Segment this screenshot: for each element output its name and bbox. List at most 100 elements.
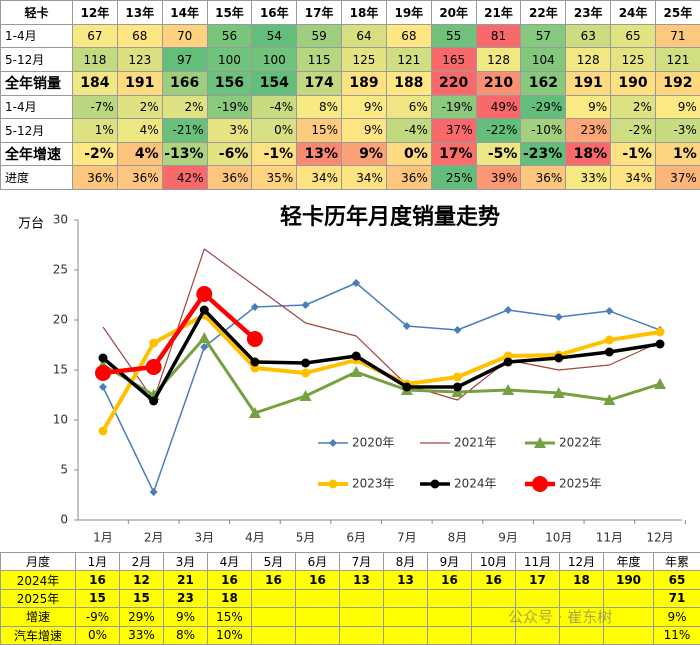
cell: 190 (610, 70, 656, 96)
cell: -3% (654, 118, 700, 143)
header-cell: 2月 (119, 551, 164, 572)
x-tick-label: 1月 (93, 531, 113, 545)
row-label: 进度 (0, 165, 73, 190)
cell (383, 625, 428, 645)
header-row: 轻卡 12年 13年 14年 15年 16年 17年 18年 19年 20年 21年 22年 23年 24… (0, 0, 700, 25)
point (301, 368, 311, 378)
cell: 9% (341, 94, 387, 120)
cell (427, 607, 472, 627)
point (605, 307, 614, 315)
legend-marker (534, 437, 546, 448)
cell: 174 (296, 70, 343, 96)
cell: 128 (565, 47, 612, 72)
cell: 64 (341, 23, 387, 49)
cell (603, 588, 654, 609)
legend-label: 2025年 (559, 477, 602, 491)
point (655, 339, 665, 349)
point (453, 326, 462, 334)
header-cell: 21年 (475, 0, 522, 25)
cell (515, 625, 560, 645)
row: 汽车增速 0% 33% 8% 10% 11% (0, 625, 700, 645)
point (199, 305, 209, 315)
cell: 23% (565, 118, 612, 143)
y-tick-label: 30 (53, 213, 68, 227)
cell (515, 607, 560, 627)
cell: 34% (296, 165, 343, 190)
point (502, 384, 515, 395)
y-tick-label: 20 (53, 313, 68, 327)
point (402, 382, 412, 392)
cell: 16 (207, 570, 252, 590)
cell: 165 (430, 47, 477, 72)
row: 进度 36% 36% 42% 36% 35% 34% 34% 36% 25% 39% 36% 33% 34… (0, 165, 700, 190)
annual-table: 轻卡 12年 13年 14年 15年 16年 17年 18年 19年 20年 21年 22年 23年 24… (0, 0, 700, 190)
cell: 57 (520, 23, 567, 49)
cell (251, 625, 296, 645)
cell: 39% (475, 165, 522, 190)
cell: -1% (251, 141, 298, 167)
cell: 68 (116, 23, 163, 49)
cell (251, 588, 296, 609)
header-cell: 18年 (341, 0, 387, 25)
cell: 34% (341, 165, 387, 190)
header-cell: 19年 (385, 0, 432, 25)
point (248, 407, 261, 418)
cell: 156 (206, 70, 253, 96)
cell: 36% (72, 165, 118, 190)
header-cell: 年度 (603, 551, 654, 572)
row-label: 增速 (0, 607, 76, 627)
row-label: 1-4月 (0, 23, 73, 49)
cell: 33% (119, 625, 164, 645)
cell: 0% (251, 118, 298, 143)
cell: 9% (654, 94, 700, 120)
row: 2025年 15 15 23 18 71 (0, 588, 700, 609)
cell: 71 (654, 23, 700, 49)
legend-marker (329, 439, 337, 447)
header-cell: 22年 (520, 0, 567, 25)
cell: 189 (341, 70, 387, 96)
cell: 4% (116, 118, 163, 143)
cell: 18% (565, 141, 612, 167)
cell: 15 (75, 588, 120, 609)
point (200, 343, 209, 351)
cell: 115 (296, 47, 343, 72)
cell: 36% (385, 165, 432, 190)
cell: 9% (653, 607, 700, 627)
header-cell: 月度 (0, 551, 76, 572)
cell: 184 (72, 70, 118, 96)
point (452, 372, 462, 382)
cell: 12 (119, 570, 164, 590)
row: 1-4月 -7% 2% 2% -19% -4% 8% 9% 6% -19% 49% -29% 9% 2% 9… (0, 94, 700, 120)
x-tick-label: 3月 (194, 531, 214, 545)
cell (471, 625, 516, 645)
point (552, 387, 565, 398)
point (604, 347, 614, 357)
cell: 121 (385, 47, 432, 72)
cell (339, 625, 384, 645)
cell: -2% (610, 118, 656, 143)
cell: 23 (163, 588, 208, 609)
header-cell: 17年 (296, 0, 343, 25)
cell: 68 (385, 23, 432, 49)
cell: 97 (161, 47, 208, 72)
cell: 9% (341, 118, 387, 143)
cell: 104 (520, 47, 567, 72)
chart-title: 轻卡历年月度销量走势 (280, 204, 500, 230)
cell: 65 (653, 570, 700, 590)
cell: 54 (251, 23, 298, 49)
cell: 13 (339, 570, 384, 590)
point (351, 351, 361, 361)
header-cell: 16年 (251, 0, 298, 25)
cell: 59 (296, 23, 343, 49)
legend-label: 2024年 (454, 477, 497, 491)
cell: -21% (161, 118, 208, 143)
cell: 67 (72, 23, 118, 49)
cell: 192 (654, 70, 700, 96)
cell: 9% (163, 607, 208, 627)
cell: 121 (654, 47, 700, 72)
y-tick-label: 25 (53, 263, 68, 277)
point (196, 286, 213, 302)
cell: 220 (430, 70, 477, 96)
legend-marker (430, 479, 440, 489)
x-tick-label: 8月 (448, 531, 468, 545)
